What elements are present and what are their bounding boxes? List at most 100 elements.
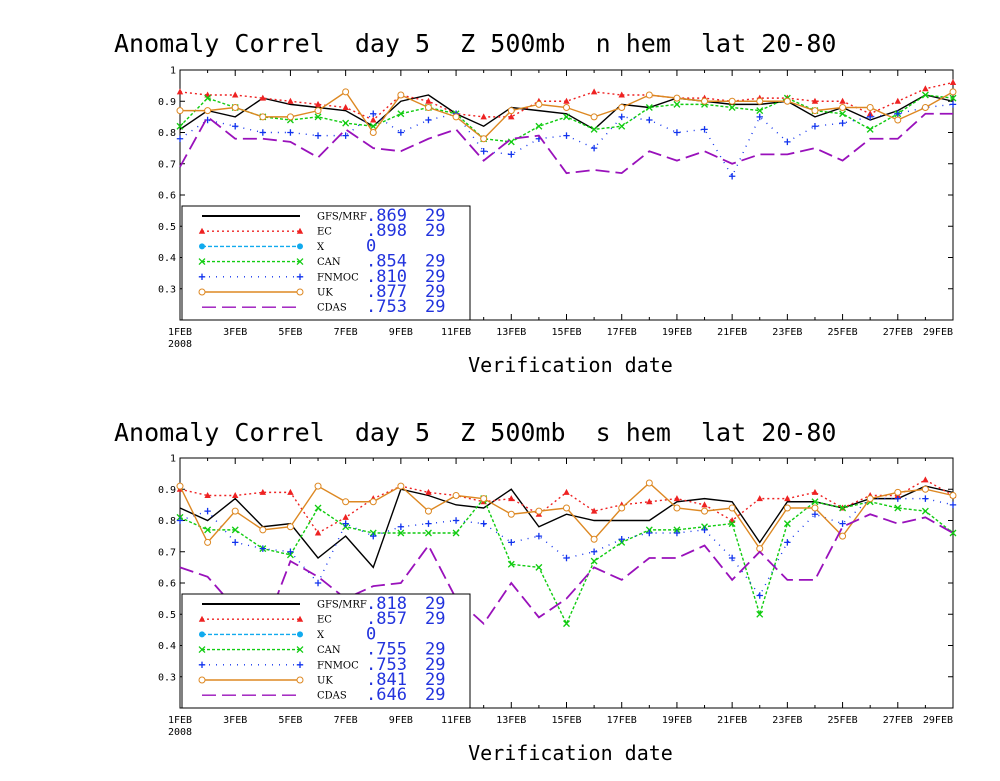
series-cdas: [179, 513, 954, 635]
data-point: [480, 113, 487, 120]
chart-title: Anomaly Correl day 5 Z 500mb s hem lat 2…: [114, 418, 836, 447]
legend-marker: [198, 661, 206, 668]
legend-count: 29: [425, 594, 445, 614]
legend-marker: [296, 258, 304, 266]
legend-marker: [198, 288, 206, 296]
legend-mean: .857: [366, 609, 407, 629]
data-point: [618, 91, 625, 98]
x-tick-label: 9FEB: [389, 715, 413, 726]
x-year-label: 2008: [168, 727, 192, 738]
data-point: [646, 498, 653, 505]
data-point: [508, 151, 515, 158]
chart-panel-2: Anomaly Correl day 5 Z 500mb s hem lat 2…: [114, 418, 957, 765]
data-point: [922, 85, 929, 92]
data-point: [645, 104, 653, 111]
data-point: [259, 545, 267, 552]
data-point: [425, 520, 432, 527]
y-tick-label: 0.7: [158, 547, 176, 558]
legend-count: 29: [425, 282, 445, 302]
legend-name: CAN: [317, 257, 341, 268]
data-point: [369, 129, 377, 136]
data-point: [176, 482, 184, 490]
legend-marker: [198, 258, 206, 266]
data-point: [756, 97, 764, 105]
data-point: [701, 501, 708, 508]
data-point: [811, 123, 819, 130]
series-uk: [176, 88, 957, 143]
legend-count: 29: [425, 221, 445, 241]
data-point: [507, 138, 515, 146]
series-line: [179, 94, 954, 131]
data-point: [563, 97, 570, 104]
data-point: [590, 113, 598, 121]
legend-mean: .810: [366, 267, 407, 287]
data-point: [480, 520, 487, 527]
data-point: [949, 94, 957, 102]
legend-marker: [198, 646, 206, 654]
data-point: [231, 104, 239, 111]
legend-name: CDAS: [317, 691, 347, 702]
legend-mean: .898: [366, 221, 407, 241]
data-point: [287, 548, 294, 555]
x-tick-label: 23FEB: [772, 327, 802, 338]
data-point: [232, 91, 239, 98]
data-point: [452, 517, 460, 524]
legend-name: CAN: [317, 645, 341, 656]
data-point: [424, 104, 432, 111]
data-point: [590, 125, 598, 133]
x-tick-label: 21FEB: [717, 327, 747, 338]
legend-mean: .869: [366, 206, 407, 226]
x-tick-label: 15FEB: [551, 715, 581, 726]
data-point: [508, 495, 515, 502]
legend-marker: [296, 227, 304, 234]
data-point: [535, 532, 543, 540]
data-point: [314, 132, 322, 139]
data-point: [369, 498, 377, 506]
legend: GFS/MRF .818 29 EC .857 29 X 0 CAN .755 29 FNMOC .75…: [181, 593, 471, 709]
data-point: [286, 113, 294, 121]
x-tick-label: 27FEB: [883, 327, 913, 338]
legend-name: UK: [317, 288, 333, 299]
data-point: [756, 113, 763, 121]
x-tick-label: 25FEB: [828, 327, 858, 338]
x-tick-label: 7FEB: [334, 327, 358, 338]
legend-marker: [198, 615, 206, 622]
data-point: [342, 520, 349, 527]
data-point: [618, 536, 625, 543]
data-point: [673, 495, 681, 502]
x-tick-label: 25FEB: [828, 715, 858, 726]
data-point: [949, 101, 957, 108]
data-point: [839, 520, 846, 527]
x-year-label: 2008: [168, 339, 192, 350]
x-tick-label: 5FEB: [278, 715, 302, 726]
legend-marker: [199, 243, 205, 250]
data-point: [894, 116, 902, 124]
legend-mean: .854: [366, 252, 407, 272]
data-point: [314, 100, 322, 107]
x-tick-label: 27FEB: [883, 715, 913, 726]
series-line: [179, 513, 954, 635]
x-axis-label: Verification date: [468, 353, 673, 377]
y-tick-label: 0.3: [158, 672, 176, 683]
legend-box: [181, 205, 471, 321]
data-point: [232, 539, 239, 546]
data-point: [287, 488, 294, 495]
data-point: [204, 507, 211, 515]
y-tick-label: 0.5: [158, 222, 176, 233]
data-point: [480, 135, 488, 143]
legend-count: 29: [425, 640, 445, 660]
data-point: [590, 88, 598, 95]
data-point: [839, 532, 847, 540]
y-tick-label: 0.8: [158, 516, 176, 527]
legend-marker: [296, 273, 304, 280]
legend-mean: 0: [366, 624, 376, 644]
x-tick-label: 19FEB: [662, 327, 692, 338]
x-tick-label: 19FEB: [662, 715, 692, 726]
data-point: [839, 119, 846, 127]
data-point: [425, 529, 432, 537]
legend-name: FNMOC: [317, 272, 359, 283]
legend-marker: [198, 676, 206, 684]
data-point: [342, 104, 349, 110]
data-point: [921, 485, 929, 493]
data-point: [728, 104, 736, 111]
